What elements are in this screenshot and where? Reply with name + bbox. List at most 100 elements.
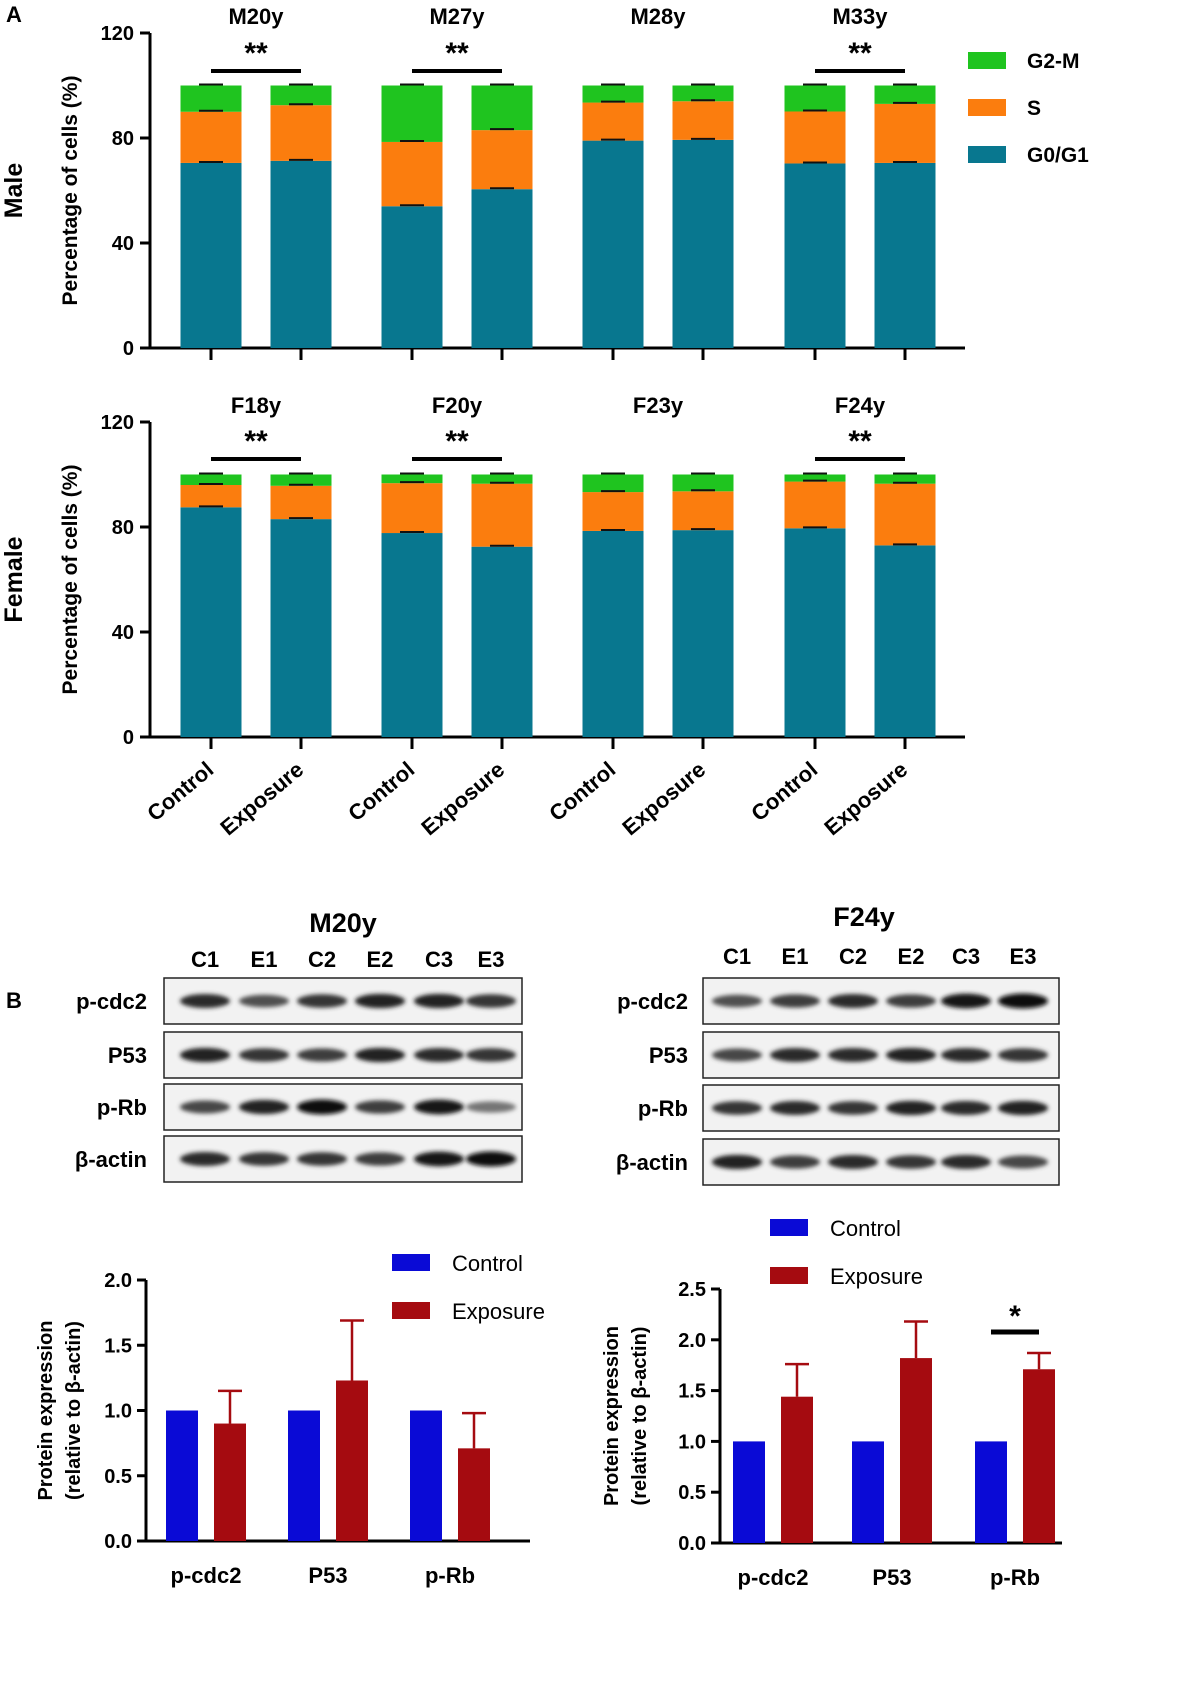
bar-segment-s (582, 102, 644, 141)
blot-band (297, 1152, 347, 1166)
group-title: F18y (231, 393, 282, 418)
blot-band (828, 1048, 878, 1062)
bar-segment-g2m (784, 474, 846, 482)
legend-label: S (1027, 97, 1041, 120)
legend-label: Control (830, 1216, 901, 1241)
blot-band (886, 1047, 936, 1063)
bar-segment-g2m (381, 474, 443, 484)
y-axis-label: (relative to β-actin) (63, 1321, 85, 1500)
bar-segment-g0g1 (471, 546, 533, 737)
row-label: Male (0, 163, 28, 219)
blot-band (466, 994, 516, 1008)
legend-swatch-g2m (968, 52, 1006, 69)
blot-band (712, 1101, 762, 1115)
bar-segment-g0g1 (874, 162, 936, 348)
x-category-label: P53 (872, 1565, 911, 1590)
blot-band (828, 1155, 878, 1169)
bar-segment-g2m (270, 85, 332, 106)
bar-segment-s (784, 481, 846, 529)
blot-band (770, 1101, 820, 1115)
blot-row-label: P53 (649, 1043, 688, 1068)
group-title: M33y (832, 4, 888, 29)
bar-segment-g0g1 (582, 140, 644, 348)
blot-band (466, 1048, 516, 1062)
blot-band (414, 1151, 464, 1167)
bar-segment-s (471, 483, 533, 547)
significance-mark: ** (848, 425, 872, 458)
x-category-label: Exposure (416, 757, 509, 841)
x-category-label: Control (142, 757, 218, 826)
y-tick-label: 1.0 (678, 1431, 706, 1453)
y-tick-label: 1.0 (104, 1401, 132, 1423)
blot-band (998, 993, 1048, 1009)
y-tick-label: 0.5 (678, 1482, 706, 1504)
blot-band (466, 1101, 516, 1113)
x-category-label: p-cdc2 (738, 1565, 809, 1590)
blot-band (239, 1048, 289, 1062)
x-category-label: Control (746, 757, 822, 826)
bar-segment-g2m (381, 85, 443, 142)
significance-mark: ** (244, 37, 268, 70)
bar-segment-s (784, 111, 846, 164)
blot-band (180, 1047, 230, 1063)
y-tick-label: 80 (112, 128, 134, 150)
group-title: F23y (633, 393, 684, 418)
significance-mark: ** (445, 37, 469, 70)
bar-control (852, 1441, 884, 1543)
group-title: M28y (630, 4, 686, 29)
legend-swatch-s (968, 99, 1006, 116)
bar-segment-g0g1 (672, 530, 734, 737)
blot-band (941, 1101, 991, 1115)
lane-label: C2 (839, 944, 867, 969)
bar-control (975, 1441, 1007, 1543)
lane-label: E1 (251, 947, 278, 972)
x-category-label: P53 (308, 1563, 347, 1588)
y-tick-label: 40 (112, 622, 134, 644)
stacked-chart-male: 0 40 80 120 Percentage of cells (%) Male M20y *… (0, 4, 965, 360)
blot-band (998, 1048, 1048, 1062)
y-tick-label: 0.0 (678, 1533, 706, 1555)
blot-band (180, 1100, 230, 1114)
significance-mark: * (1009, 1300, 1021, 1333)
bar-segment-s (180, 111, 242, 163)
protein-chart-m20y: 0.0 0.5 1.0 1.5 2.0 Protein expression (relati… (35, 1251, 545, 1588)
bar-segment-g0g1 (672, 139, 734, 348)
y-axis-label: (relative to β-actin) (629, 1327, 651, 1506)
y-axis-label: Protein expression (35, 1320, 57, 1500)
blot-row-label: β-actin (616, 1150, 688, 1175)
blot-band (355, 993, 405, 1009)
x-category-label: Exposure (215, 757, 308, 841)
stacked-chart-female: 0 40 80 120 Percentage of cells (%) Female F18… (0, 393, 965, 749)
bar-segment-s (672, 101, 734, 140)
bar-control (410, 1410, 442, 1541)
y-tick-label: 0 (123, 727, 134, 749)
bar-segment-g0g1 (381, 533, 443, 737)
y-tick-label: 80 (112, 517, 134, 539)
blot-band (239, 1152, 289, 1166)
bar-segment-g0g1 (270, 519, 332, 737)
bar-segment-s (582, 492, 644, 531)
legend-label: Control (452, 1251, 523, 1276)
bar-segment-g0g1 (784, 163, 846, 348)
bar-segment-g0g1 (180, 507, 242, 737)
legend-label: Exposure (452, 1299, 545, 1324)
y-tick-label: 0 (123, 338, 134, 360)
group-title: F24y (835, 393, 886, 418)
legend-label: G0/G1 (1027, 144, 1089, 167)
western-blot-f24y: F24y C1 E1 C2 E2 C3 E3 p-cdc2 P53 p-Rb β-actin (616, 902, 1060, 1186)
x-category-label: p-cdc2 (171, 1563, 242, 1588)
blot-band (886, 994, 936, 1008)
y-tick-label: 40 (112, 233, 134, 255)
protein-chart-f24y: 0.0 0.5 1.0 1.5 2.0 2.5 Protein expression (rel… (601, 1216, 1062, 1590)
blot-band (414, 1099, 464, 1115)
bar-segment-g2m (582, 474, 644, 493)
blot-band (712, 1048, 762, 1062)
bar-segment-g0g1 (180, 162, 242, 348)
panel-b-label: B (6, 988, 22, 1013)
bar-segment-g2m (784, 85, 846, 112)
group-title: F20y (432, 393, 483, 418)
blot-row-label: p-cdc2 (617, 989, 688, 1014)
blot-band (414, 1048, 464, 1062)
